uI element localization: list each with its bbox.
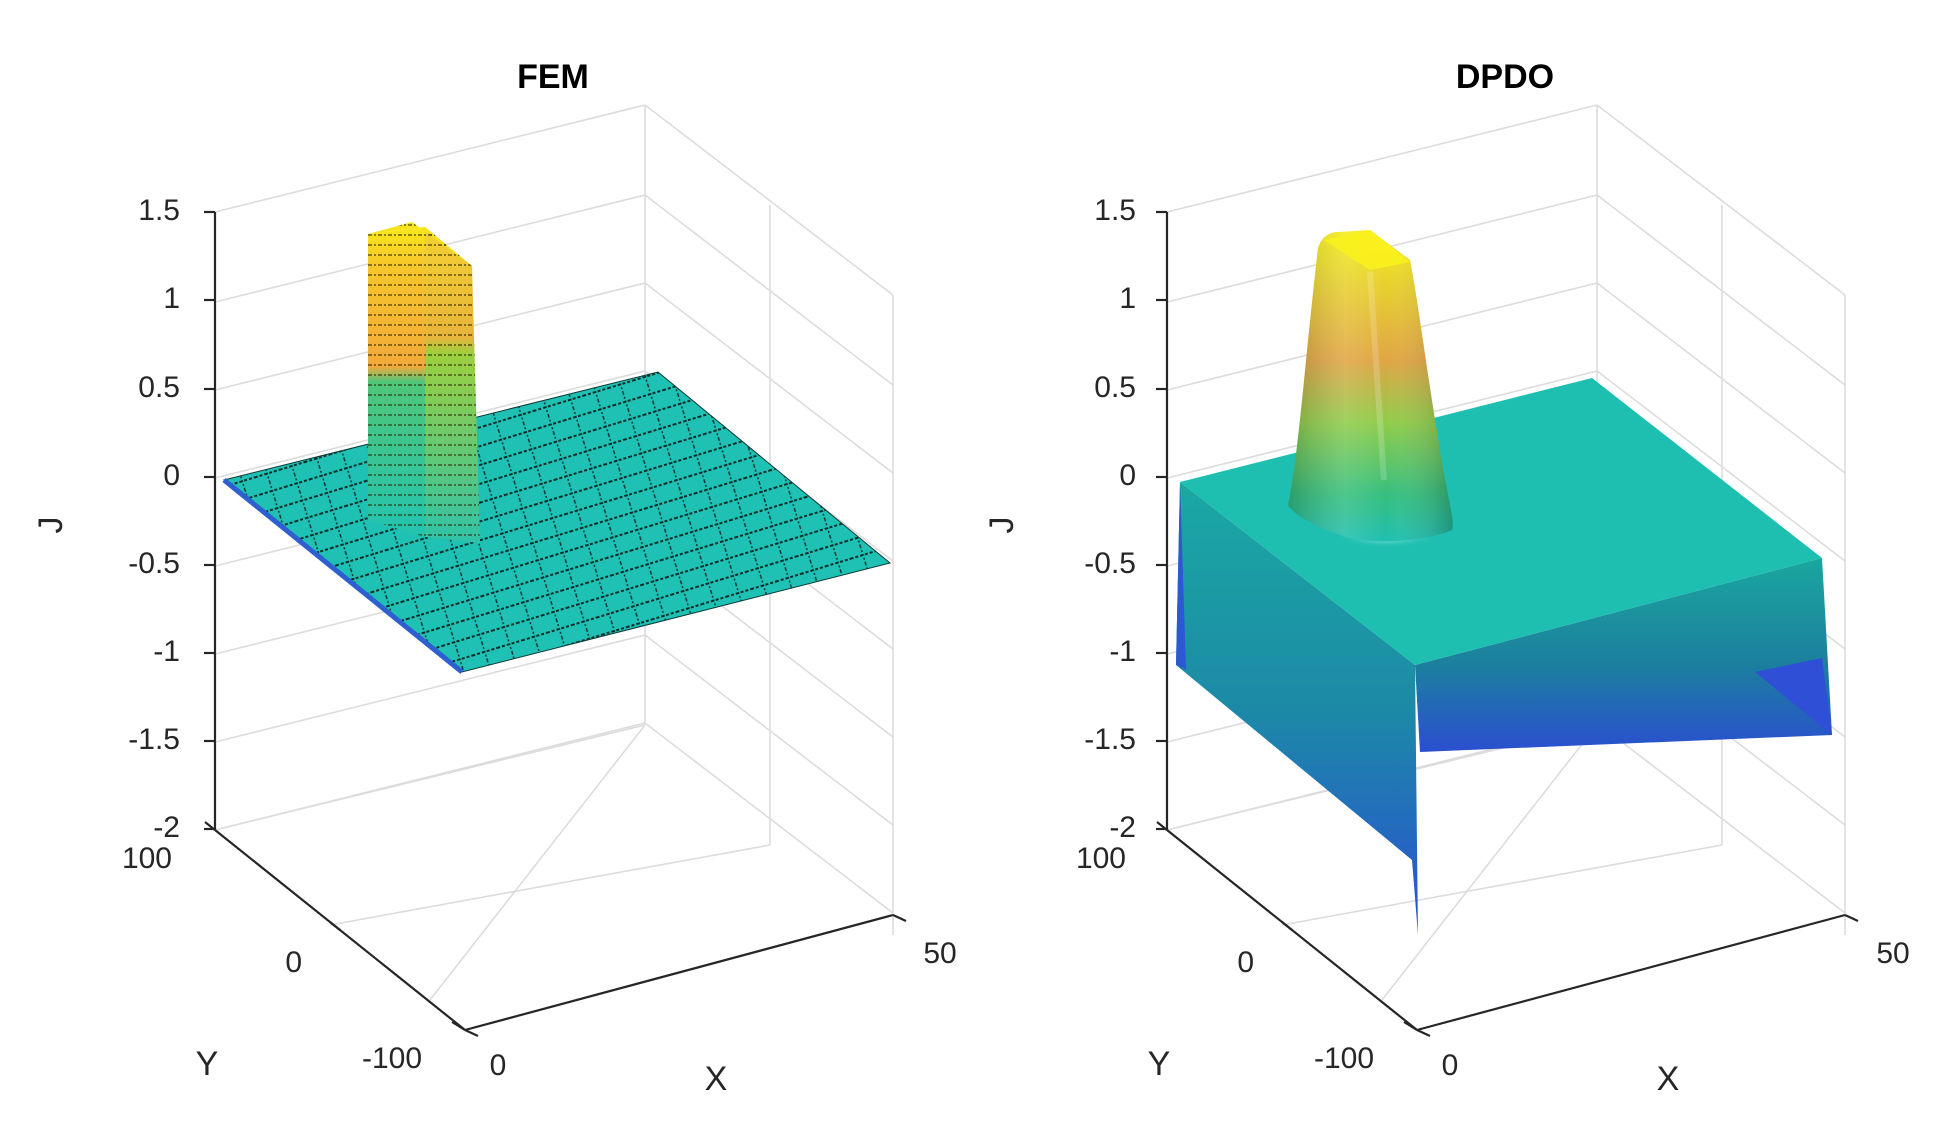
fem-z-tick-label: 0 — [163, 459, 180, 492]
dpdo-z-tick-label: 0.5 — [1094, 371, 1136, 404]
dpdo-surface-right-side — [1415, 558, 1832, 752]
dpdo-z-ticks: 1.5 1 0.5 0 -0.5 -1 -1.5 -2 — [1084, 194, 1167, 844]
dpdo-z-tick-label: -1 — [1109, 635, 1136, 668]
dpdo-z-tick-label: -0.5 — [1084, 547, 1136, 580]
dpdo-z-label: J — [983, 517, 1021, 534]
dpdo-y-ticks: 100 0 -100 — [1076, 821, 1418, 1075]
dpdo-surface-left-side — [1176, 482, 1418, 935]
fem-z-label: J — [32, 517, 70, 534]
fem-z-tick-label: 1.5 — [138, 194, 180, 227]
dpdo-z-tick-label: -2 — [1109, 811, 1136, 844]
dpdo-y-tick-label: 0 — [1237, 946, 1254, 979]
fem-x-tick-label: 0 — [490, 1049, 507, 1082]
fem-y-label: Y — [196, 1045, 219, 1083]
fem-y-tick-label: 100 — [122, 842, 172, 875]
dpdo-z-tick-label: 1 — [1119, 282, 1136, 315]
fem-x-ticks: 0 50 — [464, 914, 957, 1082]
fem-y-tick-label: -100 — [362, 1042, 422, 1075]
dpdo-x-ticks: 0 50 — [1416, 914, 1910, 1082]
dpdo-z-tick-label: -1.5 — [1084, 723, 1136, 756]
fem-z-tick-label: -1 — [153, 635, 180, 668]
fem-y-ticks: 100 0 -100 — [122, 821, 466, 1075]
dpdo-y-label: Y — [1148, 1045, 1171, 1083]
fem-x-label: X — [705, 1060, 728, 1098]
fem-z-tick-label: -2 — [153, 811, 180, 844]
dpdo-x-label: X — [1657, 1060, 1680, 1098]
dpdo-title: DPDO — [1456, 58, 1554, 96]
dpdo-x-tick-label: 50 — [1876, 937, 1909, 970]
fem-x-tick-label: 50 — [923, 937, 956, 970]
dpdo-z-tick-label: 0 — [1119, 459, 1136, 492]
dpdo-z-tick-label: 1.5 — [1094, 194, 1136, 227]
fem-peak — [368, 222, 480, 543]
dpdo-y-tick-label: -100 — [1314, 1042, 1374, 1075]
dpdo-peak — [1288, 230, 1453, 548]
fem-z-tick-label: 1 — [163, 282, 180, 315]
dpdo-panel: 1.5 1 0.5 0 -0.5 -1 -1.5 -2 100 0 -100 0… — [983, 58, 1910, 1098]
fem-title: FEM — [517, 58, 589, 96]
fem-z-tick-label: 0.5 — [138, 371, 180, 404]
fem-y-tick-label: 0 — [285, 946, 302, 979]
fem-z-tick-label: -1.5 — [128, 723, 180, 756]
fem-z-tick-label: -0.5 — [128, 547, 180, 580]
fem-panel: 1.5 1 0.5 0 -0.5 -1 -1.5 -2 100 0 -100 0… — [32, 58, 957, 1098]
dpdo-x-tick-label: 0 — [1442, 1049, 1459, 1082]
dpdo-y-tick-label: 100 — [1076, 842, 1126, 875]
fem-z-ticks: 1.5 1 0.5 0 -0.5 -1 -1.5 -2 — [128, 194, 215, 844]
